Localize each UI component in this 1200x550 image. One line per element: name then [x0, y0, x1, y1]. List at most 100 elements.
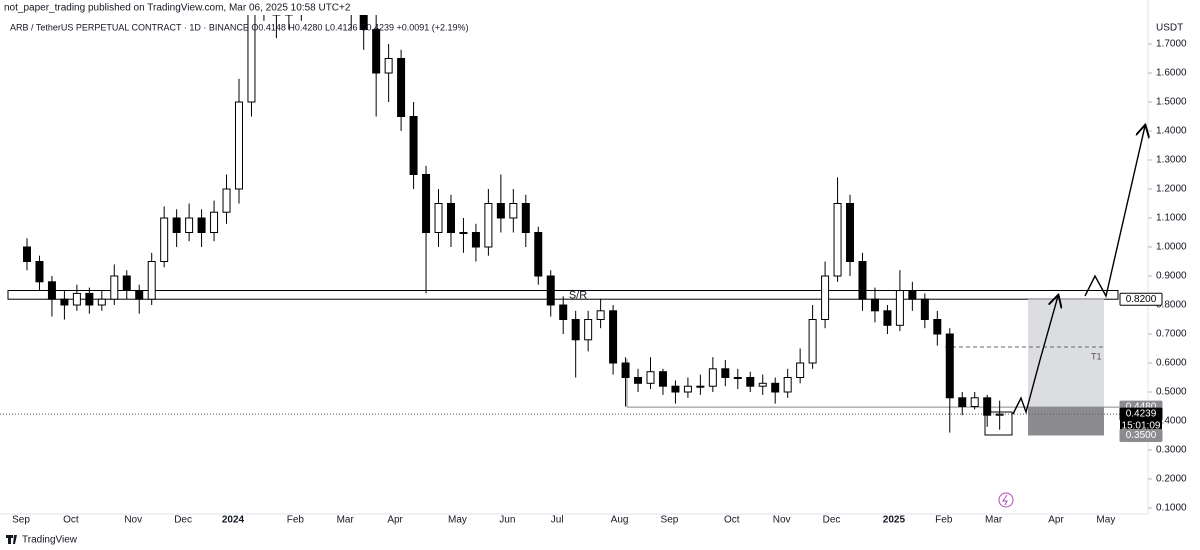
candle-body: [147, 261, 156, 300]
x-tick-label: May: [1096, 515, 1115, 526]
x-tick-label: Feb: [287, 515, 305, 526]
price-label: 0.4480: [1126, 402, 1157, 413]
y-tick-label: 1.0000: [1156, 242, 1187, 253]
candle-body: [85, 292, 94, 306]
target-label: T1: [1091, 351, 1102, 361]
candle-body: [933, 319, 942, 335]
y-tick-label: 0.6000: [1156, 358, 1187, 369]
candle-body: [234, 101, 243, 190]
candle-body: [870, 298, 879, 312]
x-tick-label: 2024: [222, 515, 245, 526]
candle-body: [846, 203, 855, 262]
target-zone: [1028, 299, 1104, 408]
candle-body: [746, 377, 755, 387]
candle-body: [958, 397, 967, 407]
candle-body: [210, 211, 219, 233]
candle-body: [459, 232, 468, 234]
candle-body: [808, 319, 817, 364]
candle-body: [409, 116, 418, 175]
price-label-box: [1119, 429, 1163, 442]
candle-body: [970, 397, 979, 407]
candle-body: [621, 362, 630, 378]
y-tick-label: 1.5000: [1156, 97, 1187, 108]
candle-body: [708, 368, 717, 387]
candle-body: [733, 377, 742, 379]
y-tick-label: 1.3000: [1156, 155, 1187, 166]
candle-body: [821, 275, 830, 320]
x-tick-label: Jun: [499, 515, 515, 526]
x-tick-label: Aug: [611, 515, 629, 526]
candle-body: [596, 310, 605, 320]
candle-body: [945, 333, 954, 399]
candle-body: [908, 290, 917, 300]
x-tick-label: Nov: [124, 515, 142, 526]
candle-body: [185, 217, 194, 233]
plot-area: [0, 15, 1148, 436]
candle-body: [110, 275, 119, 300]
x-tick-label: Oct: [63, 515, 79, 526]
y-tick-label: 0.8000: [1156, 300, 1187, 311]
x-tick-label: May: [448, 515, 467, 526]
candle-body: [584, 319, 593, 341]
x-tick-label: Mar: [337, 515, 355, 526]
candle-body: [571, 319, 580, 341]
candle-body: [135, 290, 144, 300]
candle-body: [496, 203, 505, 219]
candle-body: [771, 382, 780, 393]
candle-body: [634, 377, 643, 384]
price-label: 0.8200: [1126, 294, 1157, 305]
y-tick-label: 0.1000: [1156, 503, 1187, 514]
candle-body: [758, 382, 767, 387]
alert-icon[interactable]: [998, 492, 1014, 508]
candle-body: [559, 304, 568, 320]
candle-body: [484, 203, 493, 248]
candle-body: [160, 217, 169, 262]
candle-body: [434, 203, 443, 233]
x-tick-label: Sep: [12, 515, 30, 526]
brand-logo: [6, 535, 17, 544]
projection-arrow: [1084, 126, 1145, 298]
candle-body: [172, 217, 181, 233]
candle-body: [47, 281, 56, 300]
y-tick-label: 1.7000: [1156, 39, 1187, 50]
y-tick-label: 0.5000: [1156, 387, 1187, 398]
candle-body: [683, 385, 692, 393]
x-tick-label: Jul: [551, 515, 564, 526]
projection-arrow: [1012, 296, 1058, 415]
candle-body: [646, 371, 655, 384]
candle-body: [833, 203, 842, 277]
y-tick-label: 0.4000: [1156, 416, 1187, 427]
x-tick-label: Nov: [773, 515, 791, 526]
y-tick-label: 1.4000: [1156, 126, 1187, 137]
price-label: 0.4239: [1126, 409, 1157, 420]
candle-body: [858, 261, 867, 300]
candle-body: [796, 362, 805, 378]
candle-body: [721, 368, 730, 378]
currency: USDT: [1156, 23, 1183, 34]
candle-body: [422, 174, 431, 233]
y-tick-label: 1.1000: [1156, 213, 1187, 224]
candle-body: [521, 203, 530, 233]
y-tick-label: 0.7000: [1156, 329, 1187, 340]
candle-body: [384, 58, 393, 74]
candle-body: [247, 15, 256, 103]
candle-body: [883, 310, 892, 326]
candle-body: [783, 377, 792, 393]
candle-body: [471, 232, 480, 248]
candle-body: [359, 15, 368, 30]
price-label-box: [1119, 292, 1163, 306]
candle-body: [60, 298, 69, 306]
x-tick-label: Feb: [935, 515, 953, 526]
price-label: 0.3500: [1126, 430, 1157, 441]
y-tick-label: 1.2000: [1156, 184, 1187, 195]
candle-body: [509, 203, 518, 219]
range-box: [984, 411, 1013, 436]
candle-body: [609, 310, 618, 364]
x-tick-label: 2025: [883, 515, 906, 526]
candle-body: [895, 290, 904, 326]
alert-icon-bolt: [1002, 494, 1008, 506]
y-tick-label: 0.9000: [1156, 271, 1187, 282]
symbol-legend: ARB / TetherUS PERPETUAL CONTRACT · 1D ·…: [10, 22, 469, 32]
